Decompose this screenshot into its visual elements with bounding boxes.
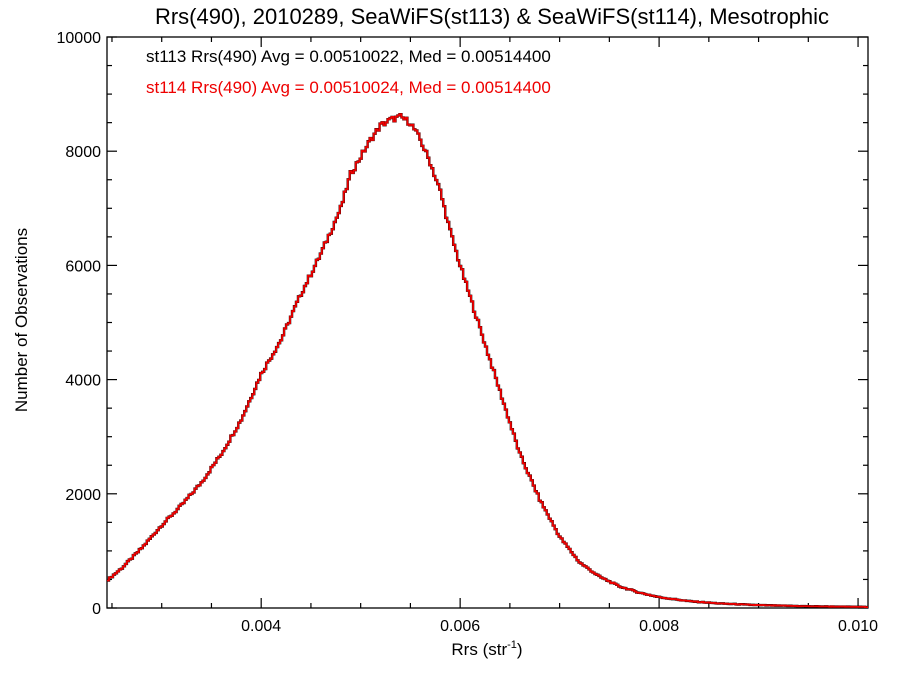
y-axis-label: Number of Observations bbox=[12, 228, 31, 412]
axis-ticks bbox=[107, 36, 868, 609]
series-st114-line bbox=[107, 113, 868, 609]
tick-labels: 0.004 0.006 0.008 0.010 0 2000 4000 6000 8000 100… bbox=[57, 30, 879, 635]
x-axis-label: Rrs (str-1) bbox=[451, 639, 522, 659]
plot-frame bbox=[106, 36, 869, 609]
annotation-st114: st114 Rrs(490) Avg = 0.00510024, Med = 0… bbox=[146, 78, 551, 97]
y-tick-label: 0 bbox=[92, 601, 101, 618]
series-group bbox=[107, 113, 869, 609]
series-st113-line bbox=[107, 113, 869, 609]
chart-title: Rrs(490), 2010289, SeaWiFS(st113) & SeaW… bbox=[155, 4, 829, 29]
y-tick-label: 2000 bbox=[65, 487, 101, 504]
y-tick-label: 10000 bbox=[57, 30, 102, 47]
y-tick-label: 6000 bbox=[65, 258, 101, 275]
x-tick-label: 0.010 bbox=[838, 618, 878, 635]
y-tick-label: 8000 bbox=[65, 144, 101, 161]
annotation-st113: st113 Rrs(490) Avg = 0.00510022, Med = 0… bbox=[146, 47, 551, 66]
x-tick-label: 0.004 bbox=[241, 618, 281, 635]
x-tick-label: 0.008 bbox=[639, 618, 679, 635]
y-tick-label: 4000 bbox=[65, 373, 101, 390]
x-tick-label: 0.006 bbox=[440, 618, 480, 635]
